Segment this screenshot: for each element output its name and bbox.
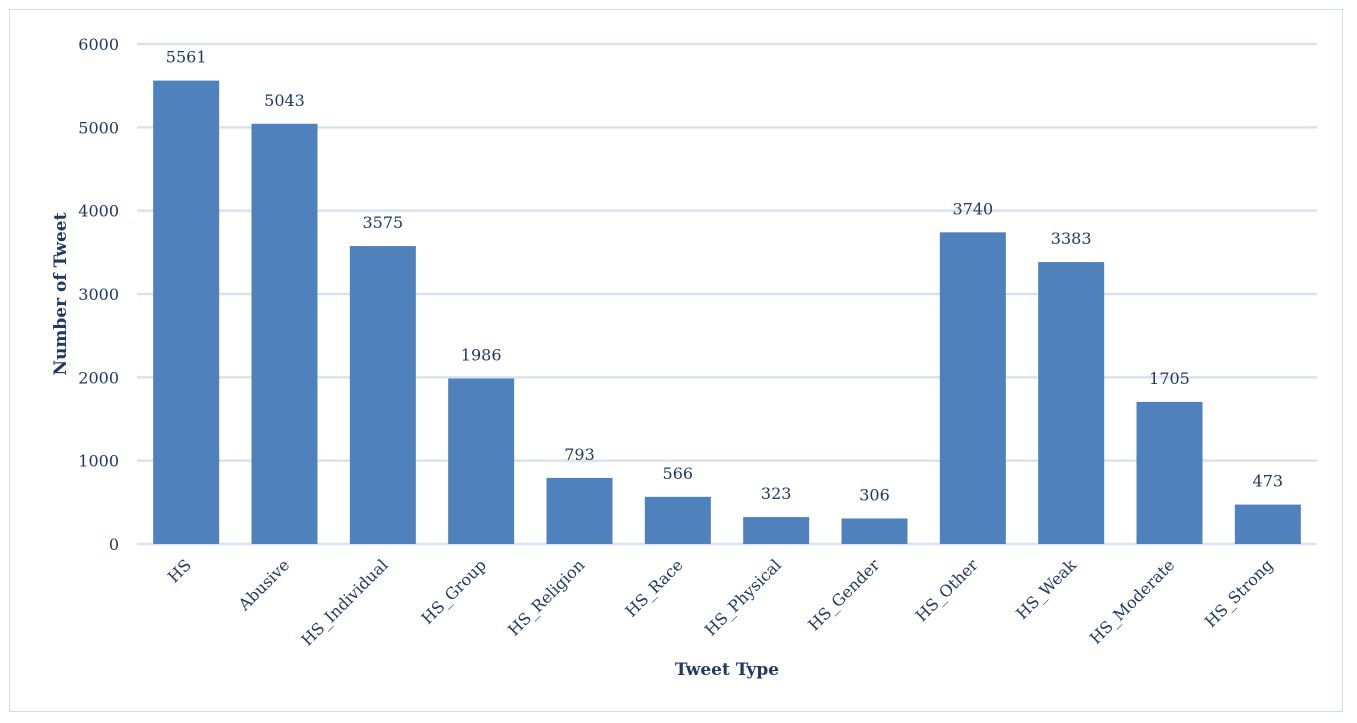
data-label: 323 — [761, 484, 792, 503]
bar-abusive — [251, 123, 318, 544]
y-tick-label: 2000 — [78, 368, 119, 387]
data-label: 1705 — [1149, 369, 1190, 388]
x-tick-label: HS — [164, 555, 195, 586]
y-axis-title: Number of Tweet — [51, 212, 71, 375]
bars-group — [153, 80, 1301, 545]
y-tick-label: 3000 — [78, 285, 119, 304]
bar-hs-other — [939, 232, 1006, 545]
bar-hs-strong — [1234, 504, 1301, 544]
x-tick-label: HS_Race — [621, 555, 686, 620]
data-label: 3383 — [1051, 229, 1092, 248]
x-tick-label: HS_Gender — [804, 555, 883, 634]
data-label: 3575 — [362, 213, 403, 232]
x-axis-title: Tweet Type — [675, 660, 779, 680]
bar-hs-religion — [546, 477, 613, 544]
bar-hs-group — [448, 378, 515, 544]
x-axis-ticks: HS Abusive HS_Individual HS_Group HS_Religio… — [164, 555, 1277, 649]
gridlines — [137, 42, 1317, 546]
y-tick-label: 4000 — [78, 202, 119, 221]
data-label: 5561 — [166, 48, 207, 67]
x-tick-label: HS_Individual — [297, 555, 391, 649]
y-axis-ticks: 0 1000 2000 3000 4000 5000 6000 — [78, 35, 119, 554]
x-tick-label: HS_Physical — [701, 555, 785, 639]
data-label: 473 — [1253, 472, 1284, 491]
x-tick-label: HS_Strong — [1201, 555, 1277, 631]
bar-hs-gender — [841, 518, 908, 544]
data-labels-group: 5561 5043 3575 1986 793 566 323 306 3740 3383 1705… — [166, 48, 1283, 505]
bar-hs-individual — [349, 246, 416, 545]
bar-hs-physical — [743, 517, 810, 544]
chart-frame — [9, 9, 1343, 712]
data-label: 5043 — [264, 91, 305, 110]
bar-hs-moderate — [1136, 401, 1203, 544]
bar-hs-race — [644, 496, 711, 544]
x-tick-label: Abusive — [234, 555, 293, 614]
x-tick-label: HS_Moderate — [1086, 555, 1178, 647]
x-tick-label: HS_Group — [417, 555, 490, 628]
y-tick-label: 5000 — [78, 118, 119, 137]
bar-hs-weak — [1038, 262, 1105, 544]
data-label: 793 — [564, 445, 595, 464]
y-tick-label: 0 — [109, 535, 119, 554]
y-tick-label: 1000 — [78, 452, 119, 471]
x-tick-label: HS_Religion — [504, 555, 588, 639]
data-label: 3740 — [952, 199, 993, 218]
data-label: 306 — [859, 486, 890, 505]
x-tick-label: HS_Other — [912, 555, 982, 625]
x-tick-label: HS_Weak — [1012, 555, 1080, 623]
bar-hs — [153, 80, 220, 544]
data-label: 1986 — [461, 346, 502, 365]
data-label: 566 — [663, 464, 694, 483]
y-tick-label: 6000 — [78, 35, 119, 54]
